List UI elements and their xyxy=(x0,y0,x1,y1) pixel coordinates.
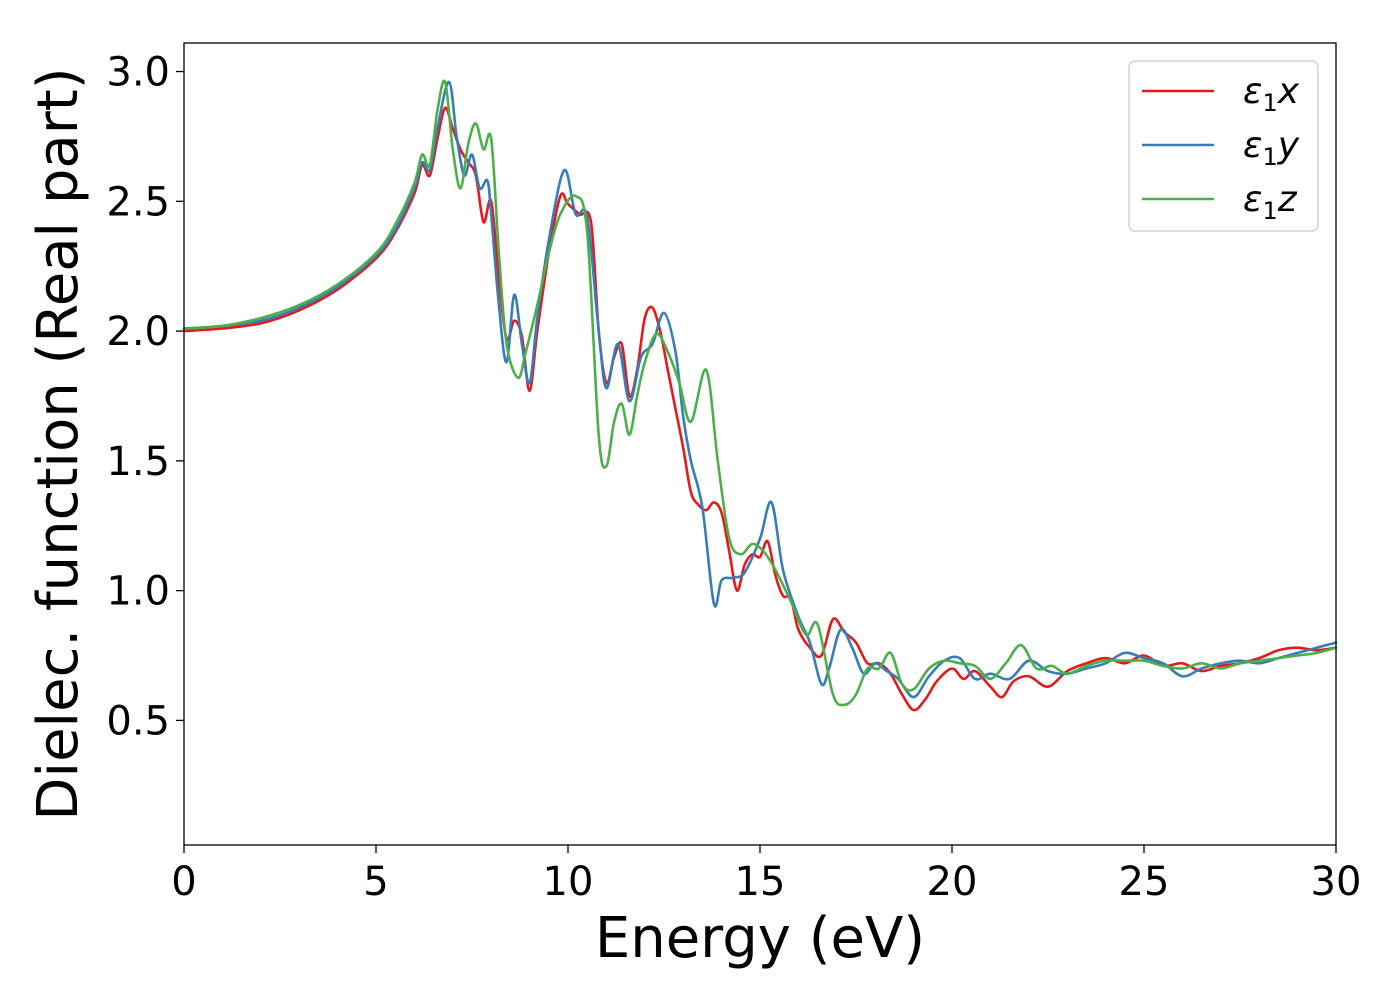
y-tick-label: 1.0 xyxy=(106,569,170,615)
legend-label-epsilon-1x: ε1x xyxy=(1243,71,1300,117)
y-tick-label: 2.0 xyxy=(106,309,170,355)
y-tick-label: 0.5 xyxy=(106,698,170,744)
x-tick-label: 0 xyxy=(171,859,196,905)
x-tick-label: 10 xyxy=(543,859,594,905)
x-tick-label: 20 xyxy=(927,859,978,905)
x-tick-label: 15 xyxy=(735,859,786,905)
x-tick-label: 30 xyxy=(1311,859,1362,905)
legend: ε1x ε1y ε1z xyxy=(1128,60,1319,232)
x-tick-label: 5 xyxy=(363,859,388,905)
y-tick-label: 3.0 xyxy=(106,50,170,96)
y-tick-label: 2.5 xyxy=(106,179,170,225)
tick-layer: 0 5 10 15 20 25 30 0.5 1.0 1.5 2.0 2.5 3.0 xyxy=(106,50,1361,905)
series-line-epsilon-1z xyxy=(182,79,1338,707)
legend-box xyxy=(1128,60,1319,232)
legend-label-epsilon-1y: ε1y xyxy=(1243,125,1300,171)
legend-label-epsilon-1z: ε1z xyxy=(1243,179,1298,225)
x-axis-title: Energy (eV) xyxy=(595,906,925,971)
series-line-epsilon-1y xyxy=(182,80,1338,699)
x-tick-label: 25 xyxy=(1119,859,1170,905)
y-tick-label: 1.5 xyxy=(106,439,170,485)
plot-frame xyxy=(183,42,1337,846)
series-layer xyxy=(182,79,1338,712)
y-axis-title: Dielec. function (Real part) xyxy=(26,67,91,820)
legend-items: ε1x ε1y ε1z xyxy=(1142,71,1300,225)
